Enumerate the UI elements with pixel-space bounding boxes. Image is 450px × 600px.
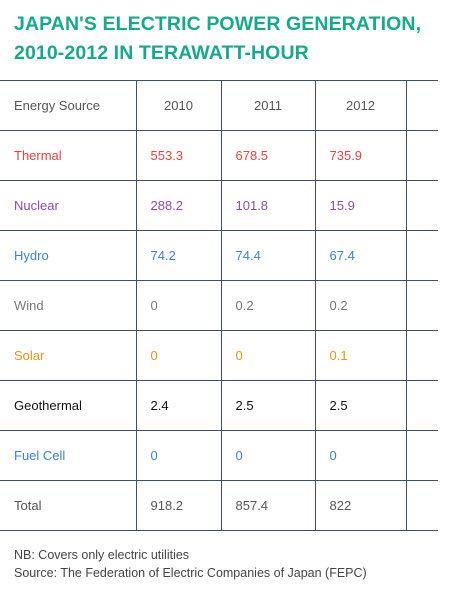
row-label-fuel-cell: Fuel Cell [0, 430, 136, 481]
table-row: Total 918.2 857.4 822 [0, 480, 438, 531]
footnotes: NB: Covers only electric utilities Sourc… [14, 546, 367, 582]
cell-nuclear-2010: 288.2 [135, 180, 221, 231]
row-label-solar: Solar [0, 330, 136, 381]
table-row: Wind 0 0.2 0.2 [0, 280, 438, 331]
chart-title: JAPAN'S ELECTRIC POWER GENERATION, 2010-… [14, 10, 421, 68]
footnote-note: NB: Covers only electric utilities [14, 548, 190, 562]
table-row: Hydro 74.2 74.4 67.4 [0, 230, 438, 281]
row-label-total: Total [0, 480, 136, 531]
cell-total-2012: 822 [314, 480, 406, 531]
empty-cell [405, 330, 438, 381]
empty-cell [405, 230, 438, 281]
cell-wind-2011: 0.2 [220, 280, 315, 331]
table-row: Fuel Cell 0 0 0 [0, 430, 438, 481]
header-year-2011: 2011 [220, 80, 315, 131]
cell-fuel-cell-2012: 0 [314, 430, 406, 481]
header-empty-cell [405, 80, 438, 131]
cell-geothermal-2012: 2.5 [314, 380, 406, 431]
cell-nuclear-2012: 15.9 [314, 180, 406, 231]
cell-thermal-2012: 735.9 [314, 130, 406, 181]
cell-fuel-cell-2010: 0 [135, 430, 221, 481]
cell-geothermal-2011: 2.5 [220, 380, 315, 431]
empty-cell [405, 130, 438, 181]
table-row: Solar 0 0 0.1 [0, 330, 438, 381]
empty-cell [405, 430, 438, 481]
row-label-thermal: Thermal [0, 130, 136, 181]
header-year-2012: 2012 [314, 80, 406, 131]
cell-solar-2012: 0.1 [314, 330, 406, 381]
row-label-wind: Wind [0, 280, 136, 331]
cell-fuel-cell-2011: 0 [220, 430, 315, 481]
empty-cell [405, 180, 438, 231]
cell-solar-2010: 0 [135, 330, 221, 381]
empty-cell [405, 380, 438, 431]
footnote-source: Source: The Federation of Electric Compa… [14, 566, 367, 580]
cell-geothermal-2010: 2.4 [135, 380, 221, 431]
cell-wind-2010: 0 [135, 280, 221, 331]
table-header-row: Energy Source 2010 2011 2012 [0, 80, 438, 131]
cell-solar-2011: 0 [220, 330, 315, 381]
cell-wind-2012: 0.2 [314, 280, 406, 331]
title-line-2: 2010-2012 IN TERAWATT-HOUR [14, 42, 309, 64]
cell-total-2010: 918.2 [135, 480, 221, 531]
title-line-1: JAPAN'S ELECTRIC POWER GENERATION, [14, 13, 422, 35]
table-row: Thermal 553.3 678.5 735.9 [0, 130, 438, 181]
cell-thermal-2011: 678.5 [220, 130, 315, 181]
cell-nuclear-2011: 101.8 [220, 180, 315, 231]
empty-cell [405, 280, 438, 331]
row-label-hydro: Hydro [0, 230, 136, 281]
cell-hydro-2011: 74.4 [220, 230, 315, 281]
row-label-geothermal: Geothermal [0, 380, 136, 431]
cell-hydro-2012: 67.4 [314, 230, 406, 281]
header-energy-source: Energy Source [0, 80, 136, 131]
cell-hydro-2010: 74.2 [135, 230, 221, 281]
row-label-nuclear: Nuclear [0, 180, 136, 231]
table-row: Nuclear 288.2 101.8 15.9 [0, 180, 438, 231]
cell-total-2011: 857.4 [220, 480, 315, 531]
energy-table: Energy Source 2010 2011 2012 Thermal 553.… [0, 80, 438, 531]
cell-thermal-2010: 553.3 [135, 130, 221, 181]
table-row: Geothermal 2.4 2.5 2.5 [0, 380, 438, 431]
header-year-2010: 2010 [135, 80, 221, 131]
empty-cell [405, 480, 438, 531]
